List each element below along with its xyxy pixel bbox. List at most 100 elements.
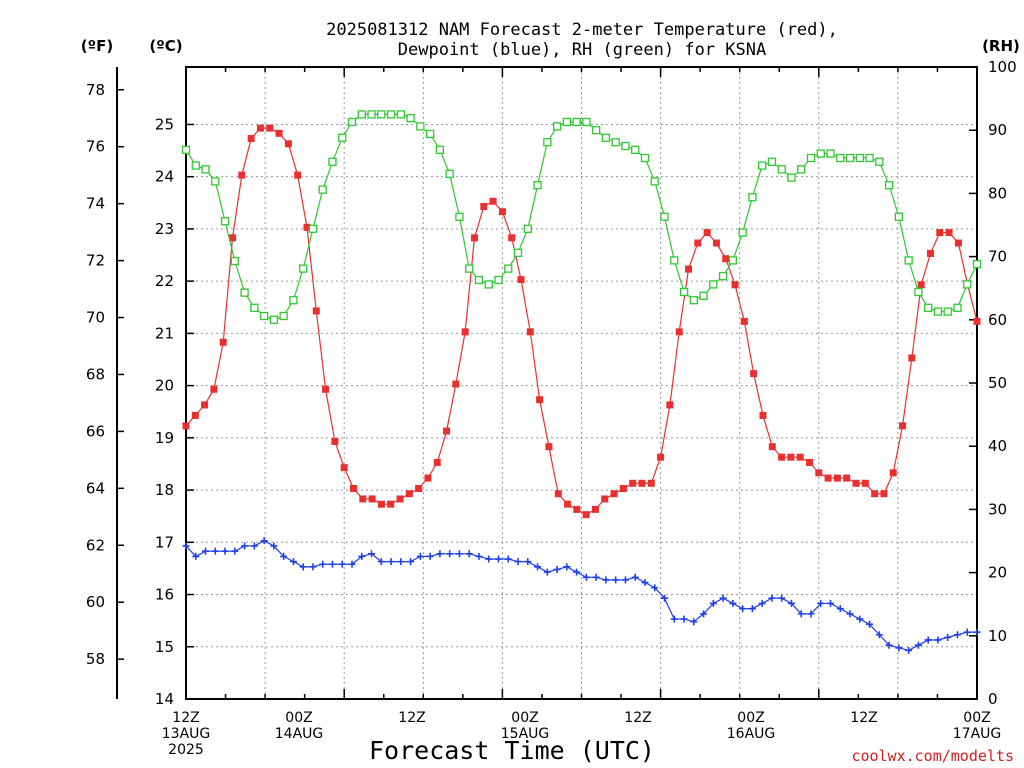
temperature-point xyxy=(201,401,209,409)
temperature-point xyxy=(750,370,758,378)
rh-point xyxy=(738,228,747,237)
dewpoint-point xyxy=(924,636,932,644)
dewpoint-point xyxy=(729,599,737,607)
dewpoint-point xyxy=(934,636,942,644)
celsius-tick-label: 16 xyxy=(155,586,174,604)
temperature-point xyxy=(238,171,246,179)
rh-point xyxy=(914,287,923,297)
rh-point xyxy=(718,272,728,281)
temperature-point xyxy=(954,239,962,247)
temperature-point xyxy=(312,307,320,315)
temperature-point xyxy=(256,124,264,132)
temperature-point xyxy=(778,453,786,461)
rh-point xyxy=(523,224,532,233)
chart-title-line2: Dewpoint (blue), RH (green) for KSNA xyxy=(398,40,766,60)
celsius-unit-label: (ºC) xyxy=(149,37,182,55)
temperature-point xyxy=(889,469,897,477)
fahrenheit-tick-label: 64 xyxy=(86,479,105,497)
dewpoint-point xyxy=(192,552,200,560)
rh-tick-label: 10 xyxy=(988,627,1007,645)
dewpoint-point xyxy=(407,558,415,566)
rh-point xyxy=(445,169,454,178)
temperature-point xyxy=(694,239,702,247)
rh-point xyxy=(435,145,445,154)
temperature-point xyxy=(554,490,562,498)
fahrenheit-tick-label: 60 xyxy=(86,593,105,611)
rh-tick-label: 40 xyxy=(988,437,1007,455)
dewpoint-point xyxy=(768,594,776,602)
temperature-point xyxy=(573,505,581,513)
dewpoint-point xyxy=(534,563,542,571)
dewpoint-point xyxy=(573,568,581,576)
dewpoint-point xyxy=(709,599,717,607)
dewpoint-point xyxy=(377,558,385,566)
rh-point xyxy=(933,307,943,316)
rh-point xyxy=(845,153,855,163)
dewpoint-point xyxy=(582,573,590,581)
dewpoint-point xyxy=(494,555,502,563)
temperature-point xyxy=(433,458,441,466)
temperature-point xyxy=(591,505,599,513)
x-tick-label: 12Z xyxy=(850,710,877,726)
dewpoint-point xyxy=(885,641,893,649)
dewpoint-point xyxy=(592,573,600,581)
temperature-point xyxy=(284,140,292,148)
dewpoint-point xyxy=(250,542,258,550)
dewpoint-point xyxy=(280,552,288,560)
dewpoint-point xyxy=(231,547,239,555)
rh-point xyxy=(543,138,552,147)
axes xyxy=(116,66,978,700)
dewpoint-point xyxy=(670,615,678,623)
celsius-tick-label: 25 xyxy=(155,115,174,133)
rh-point xyxy=(279,311,288,321)
dewpoint-point xyxy=(465,550,473,558)
credit-label: coolwx.com/modelts xyxy=(851,747,1014,765)
x-tick-label: 00Z xyxy=(737,710,764,726)
x-tick-label: 00Z xyxy=(285,710,312,726)
celsius-tick-label: 19 xyxy=(155,429,174,447)
temperature-point xyxy=(880,490,888,498)
fahrenheit-tick-label: 70 xyxy=(86,309,105,327)
temperature-point xyxy=(657,453,665,461)
rh-point xyxy=(269,315,279,324)
dewpoint-point xyxy=(621,576,629,584)
temperature-point xyxy=(787,453,795,461)
dewpoint-point xyxy=(856,615,864,623)
rh-point xyxy=(611,138,620,147)
dewpoint-point xyxy=(944,633,952,641)
temperature-point xyxy=(415,485,423,493)
temperature-point xyxy=(610,490,618,498)
dewpoint-point xyxy=(963,628,971,636)
rh-point xyxy=(797,165,806,174)
dewpoint-point xyxy=(739,605,747,613)
rh-point xyxy=(201,165,210,174)
temperature-point xyxy=(703,229,711,237)
dewpoint-point xyxy=(680,615,688,623)
x-tick-label: 14AUG xyxy=(275,726,324,742)
rh-point xyxy=(474,275,484,285)
rh-point xyxy=(972,260,982,269)
dewpoint-point xyxy=(895,644,903,652)
rh-point xyxy=(816,149,825,158)
temperature-point xyxy=(350,485,358,493)
temperature-point xyxy=(396,495,404,503)
temperature-point xyxy=(247,135,255,143)
rh-point xyxy=(386,110,396,119)
temperature-point xyxy=(508,234,516,242)
dewpoint-point xyxy=(836,605,844,613)
dewpoint-point xyxy=(338,560,346,568)
rh-point xyxy=(904,256,913,265)
rh-point xyxy=(621,141,630,151)
rh-tick-label: 80 xyxy=(988,184,1007,202)
temperature-point xyxy=(712,239,720,247)
dewpoint-point xyxy=(455,550,463,558)
temperature-point xyxy=(926,249,934,257)
rh-point xyxy=(347,117,357,127)
rh-tick-label: 70 xyxy=(988,248,1007,266)
temperature-point xyxy=(638,479,646,487)
rh-tick-label: 30 xyxy=(988,500,1007,518)
celsius-tick-label: 23 xyxy=(155,220,174,238)
fahrenheit-tick-label: 76 xyxy=(86,138,105,156)
temperature-point xyxy=(182,422,190,430)
